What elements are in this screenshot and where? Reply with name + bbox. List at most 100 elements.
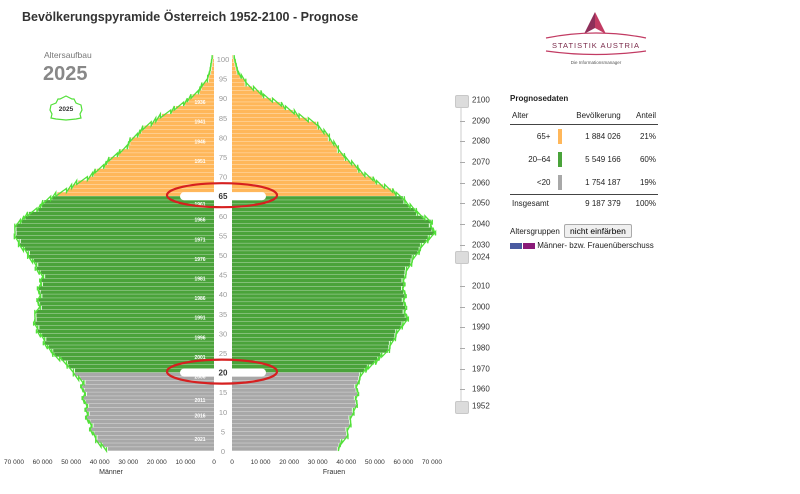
slider-tick — [460, 389, 465, 391]
altersgruppen-control: Altersgruppen nicht einfärben Männer- bz… — [510, 224, 654, 250]
slider-tick-label: 2040 — [472, 219, 490, 229]
age-tick-label: 15 — [219, 388, 227, 397]
bar-female-age-90 — [232, 94, 263, 98]
slider-top-handle[interactable] — [455, 95, 469, 108]
bar-male-age-57 — [16, 223, 215, 228]
row-age: 65+ — [536, 132, 551, 141]
bar-male-age-82 — [144, 125, 214, 130]
bar-male-age-99 — [213, 59, 214, 63]
bar-female-age-99 — [232, 59, 234, 63]
highlight-ring-age-20 — [165, 358, 279, 385]
slider-current-handle[interactable] — [455, 251, 469, 264]
bar-male-age-11 — [89, 403, 214, 408]
col-header-age: Alter — [510, 109, 557, 125]
x-tick-left: 20 000 — [147, 459, 167, 466]
age-tick-label: 85 — [219, 114, 227, 123]
x-tick-right: 70 000 — [422, 459, 442, 466]
age-tick-label: 35 — [219, 310, 227, 319]
bar-female-age-45 — [232, 270, 405, 275]
bar-female-age-62 — [232, 204, 409, 208]
bar-female-age-67 — [232, 184, 384, 189]
bar-female-age-8 — [232, 415, 349, 420]
bar-male-age-78 — [130, 141, 214, 145]
bar-female-age-93 — [232, 82, 245, 87]
bar-male-age-40 — [40, 290, 214, 294]
slider-tick-label: 2070 — [472, 157, 490, 167]
slider-bottom-handle[interactable] — [455, 401, 469, 414]
slider-tick-label: 2080 — [472, 136, 490, 146]
bar-male-age-48 — [34, 258, 214, 263]
bar-male-age-77 — [128, 145, 214, 149]
bar-female-age-54 — [232, 235, 428, 240]
color-toggle-button[interactable]: nicht einfärben — [564, 224, 632, 238]
birth-year-label: 2011 — [195, 398, 206, 404]
bar-female-age-19 — [232, 372, 359, 377]
bar-female-age-72 — [232, 164, 357, 169]
bar-female-age-96 — [232, 70, 237, 75]
slider-tick-label: 1960 — [472, 384, 490, 394]
bar-male-age-97 — [211, 66, 214, 71]
bar-male-age-81 — [141, 129, 214, 134]
bar-male-age-80 — [138, 133, 214, 138]
age-tick-label: 30 — [219, 329, 227, 338]
bar-female-age-89 — [232, 98, 271, 102]
birth-year-label: 1976 — [194, 257, 205, 263]
year-slider[interactable]: 2100 1952 2024 2090 2080 2070 2060 2050 2040 2030… — [448, 90, 508, 420]
bar-female-age-77 — [232, 145, 337, 149]
axis-label-maenner: Männer — [99, 469, 123, 476]
bar-male-age-6 — [93, 423, 214, 428]
bar-male-age-63 — [44, 200, 215, 204]
bar-female-age-47 — [232, 262, 411, 267]
bar-male-age-60 — [29, 211, 215, 216]
mini-pyramid-label: 2025 — [59, 106, 74, 113]
bar-female-age-41 — [232, 286, 402, 290]
birth-year-label: 2001 — [194, 355, 205, 361]
slider-tick — [460, 306, 465, 308]
highlight-label-age-65: 65 — [219, 192, 228, 201]
slider-tick — [460, 244, 465, 246]
bar-female-age-43 — [232, 278, 402, 283]
bar-male-age-58 — [21, 219, 215, 224]
bar-female-age-65 — [232, 192, 395, 196]
bar-female-age-74 — [232, 157, 345, 161]
slider-label-current: 2024 — [472, 252, 490, 262]
bar-female-age-85 — [232, 113, 298, 118]
bar-female-age-21 — [232, 364, 367, 369]
axis-label-frauen: Frauen — [323, 469, 345, 476]
page-title: Bevölkerungspyramide Österreich 1952-210… — [22, 10, 359, 24]
bar-male-age-29 — [42, 333, 214, 338]
birth-year-label: 2016 — [194, 414, 205, 420]
prognosedaten-title: Prognosedaten — [510, 94, 569, 103]
bar-female-age-66 — [232, 188, 392, 192]
bar-female-age-97 — [232, 66, 236, 71]
bar-male-age-76 — [121, 149, 214, 153]
bar-male-age-21 — [68, 364, 214, 369]
slider-tick-label: 2000 — [472, 302, 490, 312]
bar-male-age-51 — [24, 247, 214, 251]
mini-pyramid-icon[interactable] — [49, 95, 83, 121]
bar-female-age-20 — [232, 368, 365, 373]
age-tick-label: 90 — [219, 94, 227, 103]
age-tick-label: 25 — [219, 349, 227, 358]
bar-female-age-68 — [232, 180, 376, 185]
slider-tick — [460, 141, 465, 143]
bar-male-age-1 — [102, 443, 214, 447]
bar-male-age-36 — [41, 305, 215, 310]
bar-female-age-51 — [232, 247, 419, 251]
x-tick-right: 10 000 — [251, 459, 271, 466]
bar-female-age-31 — [232, 325, 401, 330]
bar-female-age-78 — [232, 141, 333, 145]
bar-male-age-74 — [110, 157, 214, 161]
bar-male-age-62 — [42, 204, 214, 208]
total-share: 100% — [628, 194, 658, 212]
bar-female-age-40 — [232, 290, 404, 294]
bar-male-age-38 — [38, 298, 214, 302]
bar-male-age-20 — [75, 368, 215, 373]
bar-male-age-91 — [199, 90, 214, 94]
bar-female-age-18 — [232, 376, 359, 381]
slider-label-top: 2100 — [472, 95, 490, 105]
x-tick-left: 60 000 — [33, 459, 53, 466]
bar-male-age-42 — [42, 282, 215, 287]
bar-female-age-76 — [232, 149, 337, 153]
